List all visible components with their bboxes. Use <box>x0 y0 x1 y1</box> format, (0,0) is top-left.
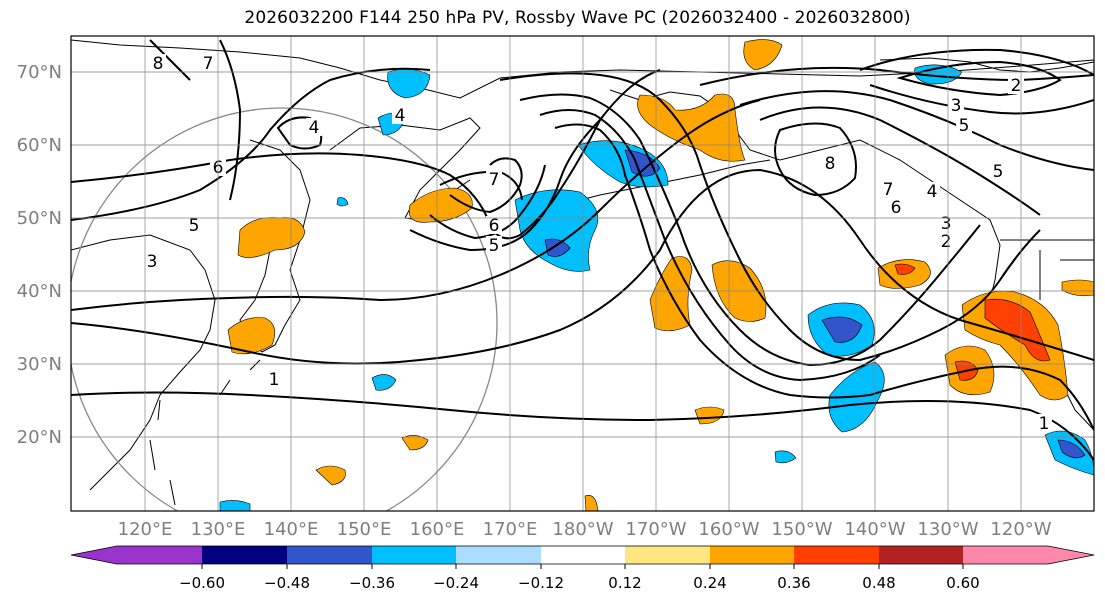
lat-label: 30°N <box>17 354 62 375</box>
colorbar-tick-label: 0.48 <box>862 574 895 592</box>
lon-label: 150°W <box>771 519 832 540</box>
colorbar: −0.60 −0.48 −0.36 −0.24 −0.12 0.12 0.24 … <box>70 545 1095 592</box>
contour-label: 5 <box>993 162 1004 182</box>
contour-label: 5 <box>959 116 970 136</box>
contour-label: 7 <box>883 180 894 200</box>
lon-label: 160°W <box>698 519 759 540</box>
lon-label: 170°W <box>625 519 686 540</box>
lat-label: 40°N <box>17 281 62 302</box>
colorbar-tick-label: 0.36 <box>777 574 810 592</box>
colorbar-segment <box>625 546 710 564</box>
contour-label: 8 <box>825 154 836 174</box>
colorbar-segment <box>287 546 372 564</box>
colorbar-tick-label: −0.12 <box>518 574 564 592</box>
lat-label: 70°N <box>17 62 62 83</box>
lon-label: 140°E <box>264 519 319 540</box>
contour-label: 4 <box>309 118 320 138</box>
lon-label: 120°W <box>990 519 1051 540</box>
lon-label: 120°E <box>118 519 173 540</box>
colorbar-segment <box>541 546 625 564</box>
colorbar-tick-label: 0.60 <box>946 574 979 592</box>
colorbar-tick-label: −0.60 <box>179 574 225 592</box>
colorbar-segment <box>456 546 541 564</box>
colorbar-tick-label: 0.24 <box>693 574 726 592</box>
contour-label: 3 <box>951 96 962 116</box>
map-title: 2026032200 F144 250 hPa PV, Rossby Wave … <box>244 8 911 28</box>
colorbar-segment <box>963 546 1048 564</box>
lon-label: 130°W <box>917 519 978 540</box>
contour-label: 4 <box>395 106 406 126</box>
pv-contours <box>71 39 1094 461</box>
colorbar-tick-label: 0.12 <box>608 574 641 592</box>
contour-label: 5 <box>489 236 500 256</box>
contour-label: 2 <box>941 232 952 252</box>
colorbar-segment <box>710 546 794 564</box>
lat-label: 60°N <box>17 135 62 156</box>
contour-label: 8 <box>153 54 164 74</box>
colorbar-outline <box>70 545 1095 565</box>
coastlines <box>71 39 1094 506</box>
lon-label: 160°E <box>410 519 465 540</box>
lon-label: 130°E <box>191 519 246 540</box>
colorbar-tick-label: −0.48 <box>264 574 310 592</box>
colorbar-segment <box>71 546 117 564</box>
colorbar-segment <box>202 546 287 564</box>
contour-label: 7 <box>203 54 214 74</box>
map-frame <box>70 35 1095 512</box>
contour-label: 3 <box>941 214 952 234</box>
contour-label: 1 <box>269 370 280 390</box>
colorbar-segment <box>1048 546 1094 564</box>
lon-label: 140°W <box>844 519 905 540</box>
lat-label: 50°N <box>17 208 62 229</box>
contour-label: 6 <box>891 198 902 218</box>
colorbar-tick-label: −0.24 <box>433 574 479 592</box>
contour-label: 1 <box>1039 414 1050 434</box>
longitude-labels: 120°E 130°E 140°E 150°E 160°E 170°E 180°… <box>118 519 1052 540</box>
lon-label: 150°E <box>337 519 392 540</box>
colorbar-segment <box>794 546 879 564</box>
latitude-labels: 70°N 60°N 50°N 40°N 30°N 20°N <box>17 62 62 448</box>
contour-labels: 8 7 6 5 4 3 1 7 6 5 4 8 7 6 5 4 3 2 5 3 … <box>144 54 1052 434</box>
colorbar-segment <box>372 546 456 564</box>
contour-label: 6 <box>489 216 500 236</box>
gridlines <box>71 36 1094 511</box>
colorbar-segment <box>117 546 202 564</box>
contour-label: 2 <box>1011 76 1022 96</box>
colorbar-segment <box>879 546 963 564</box>
contour-label: 7 <box>489 170 500 190</box>
lat-label: 20°N <box>17 427 62 448</box>
contour-label: 5 <box>189 216 200 236</box>
contour-label: 4 <box>927 182 938 202</box>
colorbar-tick-label: −0.36 <box>349 574 395 592</box>
lon-label: 170°E <box>483 519 538 540</box>
contour-label: 3 <box>147 252 158 272</box>
region-circle <box>71 107 498 511</box>
lon-label: 180°W <box>552 519 613 540</box>
